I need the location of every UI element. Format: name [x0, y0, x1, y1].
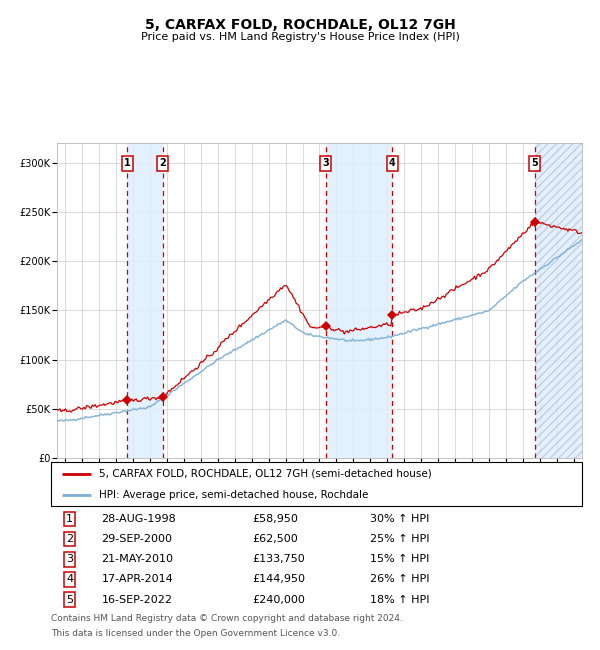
FancyBboxPatch shape: [51, 462, 582, 506]
Text: £240,000: £240,000: [253, 595, 305, 604]
Text: 3: 3: [323, 159, 329, 168]
Text: 30% ↑ HPI: 30% ↑ HPI: [370, 514, 429, 524]
Text: 2: 2: [160, 159, 166, 168]
Text: 5: 5: [532, 159, 538, 168]
Text: 26% ↑ HPI: 26% ↑ HPI: [370, 575, 429, 584]
Bar: [127, 143, 163, 458]
Text: 16-SEP-2022: 16-SEP-2022: [101, 595, 172, 604]
Text: 17-APR-2014: 17-APR-2014: [101, 575, 173, 584]
Text: 3: 3: [66, 554, 73, 564]
Text: 1: 1: [66, 514, 73, 524]
Text: £58,950: £58,950: [253, 514, 299, 524]
Text: 4: 4: [66, 575, 73, 584]
Text: 15% ↑ HPI: 15% ↑ HPI: [370, 554, 429, 564]
Text: This data is licensed under the Open Government Licence v3.0.: This data is licensed under the Open Gov…: [51, 629, 340, 638]
Text: 18% ↑ HPI: 18% ↑ HPI: [370, 595, 429, 604]
Text: £144,950: £144,950: [253, 575, 306, 584]
Text: £133,750: £133,750: [253, 554, 305, 564]
Text: 5: 5: [66, 595, 73, 604]
Text: 21-MAY-2010: 21-MAY-2010: [101, 554, 173, 564]
Text: 5, CARFAX FOLD, ROCHDALE, OL12 7GH: 5, CARFAX FOLD, ROCHDALE, OL12 7GH: [145, 18, 455, 32]
Text: 29-SEP-2000: 29-SEP-2000: [101, 534, 172, 544]
Text: 5, CARFAX FOLD, ROCHDALE, OL12 7GH (semi-detached house): 5, CARFAX FOLD, ROCHDALE, OL12 7GH (semi…: [99, 469, 431, 479]
Bar: [326, 143, 392, 458]
Text: Price paid vs. HM Land Registry's House Price Index (HPI): Price paid vs. HM Land Registry's House …: [140, 32, 460, 42]
Text: £62,500: £62,500: [253, 534, 299, 544]
Text: HPI: Average price, semi-detached house, Rochdale: HPI: Average price, semi-detached house,…: [99, 489, 368, 500]
Text: 2: 2: [66, 534, 73, 544]
Text: 25% ↑ HPI: 25% ↑ HPI: [370, 534, 429, 544]
Text: 1: 1: [124, 159, 131, 168]
Text: 28-AUG-1998: 28-AUG-1998: [101, 514, 176, 524]
Bar: [535, 143, 582, 458]
Bar: [535, 143, 582, 458]
Text: Contains HM Land Registry data © Crown copyright and database right 2024.: Contains HM Land Registry data © Crown c…: [51, 614, 403, 623]
Text: 4: 4: [389, 159, 395, 168]
